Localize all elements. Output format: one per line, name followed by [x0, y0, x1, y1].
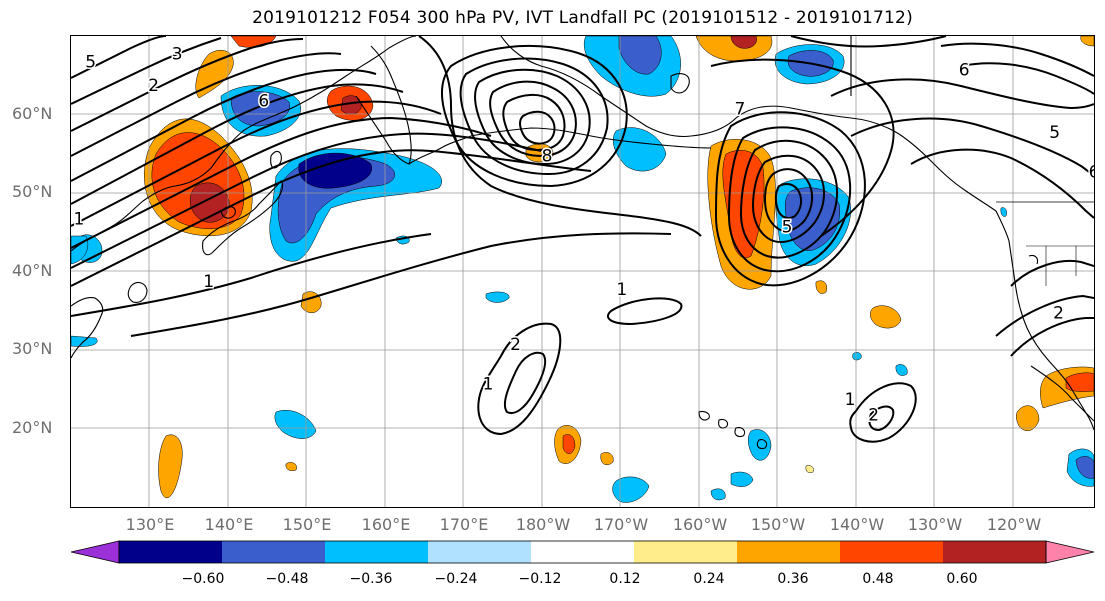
contour-label: 7 — [734, 100, 745, 120]
ivt-shading — [71, 36, 1094, 503]
lat-label-20n: 20°N — [12, 418, 53, 437]
contour-label: 5 — [1049, 123, 1060, 143]
lon-label-180w: 180°W — [515, 515, 571, 534]
lat-label-40n: 40°N — [12, 261, 53, 280]
colorbar-segment — [737, 541, 841, 563]
kamchatka-coast — [355, 45, 412, 165]
lat-label-50n: 50°N — [12, 182, 53, 201]
contour-label: 2 — [868, 406, 879, 426]
colorbar-tick-060: 0.60 — [946, 571, 978, 587]
contour-closed-1 — [606, 297, 683, 326]
lon-label-150e: 150°E — [282, 515, 332, 534]
map-title: 2019101212 F054 300 hPa PV, IVT Landfall… — [252, 8, 913, 28]
contour-label: 8 — [542, 147, 553, 167]
colorbar-segment — [119, 541, 223, 563]
lon-label-170e: 170°E — [439, 515, 489, 534]
contour-label: 6 — [258, 92, 269, 112]
contour-label: 2 — [510, 335, 521, 355]
lon-label-150w: 150°W — [750, 515, 806, 534]
contour-label: 6 — [1089, 162, 1094, 182]
contour-label: 5 — [85, 52, 96, 72]
colorbar-segment — [840, 541, 944, 563]
colorbar-tick-neg048: −0.48 — [265, 571, 309, 587]
contour-closed-3 — [849, 382, 917, 443]
colorbar-segment — [325, 541, 429, 563]
colorbar — [71, 540, 1094, 564]
na-west-coast — [995, 210, 1094, 431]
lon-label-140e: 140°E — [204, 515, 254, 534]
contour-label: 1 — [483, 374, 494, 394]
contour-label: 6 — [959, 60, 970, 80]
contour-label: 1 — [616, 280, 627, 300]
japan-coast — [202, 180, 284, 256]
pv-contours — [71, 36, 1094, 443]
contour-label: 2 — [1053, 304, 1064, 324]
contour-label: 5 — [782, 217, 793, 237]
colorbar-tick-neg060: −0.60 — [181, 571, 225, 587]
map-canvas[interactable]: 352687565611211221 — [71, 36, 1094, 507]
coastlines — [71, 36, 1094, 450]
lon-label-130e: 130°E — [125, 515, 175, 534]
colorbar-extend-max — [1045, 540, 1094, 564]
colorbar-tick-neg012: −0.12 — [518, 571, 562, 587]
colorbar-tick-neg024: −0.24 — [434, 571, 478, 587]
colorbar-segment — [531, 541, 635, 563]
hawaii — [698, 410, 710, 421]
alaska-coast — [500, 36, 997, 212]
colorbar-tick-036: 0.36 — [777, 571, 809, 587]
colorbar-tick-048: 0.48 — [862, 571, 894, 587]
colorbar-tick-012: 0.12 — [609, 571, 641, 587]
colorbar-segment — [222, 541, 326, 563]
contour-label: 2 — [148, 76, 159, 96]
aleutians — [470, 127, 712, 149]
lon-label-130w: 130°W — [907, 515, 963, 534]
contour-label: 1 — [73, 209, 84, 229]
asia-coast — [71, 36, 417, 252]
lon-label-160w: 160°W — [672, 515, 728, 534]
colorbar-outline — [118, 540, 1047, 564]
colorbar-segment — [634, 541, 738, 563]
colorbar-segment — [428, 541, 532, 563]
contour-closed-2 — [477, 322, 562, 436]
colorbar-tick-neg036: −0.36 — [349, 571, 393, 587]
colorbar-canvas — [71, 540, 1094, 564]
contour-labels: 352687565611211221 — [72, 43, 1094, 427]
colorbar-extend-min — [71, 540, 120, 564]
lon-label-160e: 160°E — [361, 515, 411, 534]
lat-label-60n: 60°N — [12, 104, 53, 123]
graticule — [71, 36, 1094, 507]
colorbar-tick-024: 0.24 — [693, 571, 725, 587]
lat-label-30n: 30°N — [12, 339, 53, 358]
lon-label-140w: 140°W — [829, 515, 885, 534]
contour-label: 1 — [203, 272, 214, 292]
colorbar-segment — [943, 541, 1047, 563]
contour-label: 1 — [845, 390, 856, 410]
lon-label-120w: 120°W — [986, 515, 1042, 534]
map-panel[interactable]: 352687565611211221 — [71, 36, 1094, 507]
lon-label-170w: 170°W — [593, 515, 649, 534]
contour-label: 3 — [172, 45, 183, 65]
